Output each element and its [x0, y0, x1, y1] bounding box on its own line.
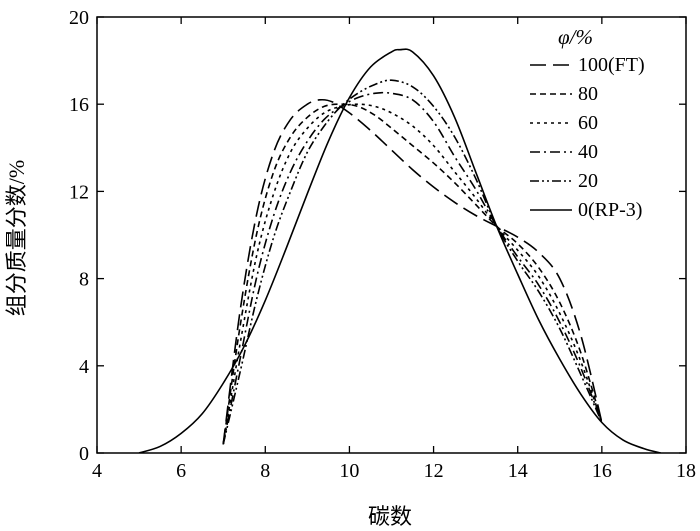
x-tick-label: 8	[260, 460, 270, 482]
legend-label-5: 20	[578, 170, 598, 192]
y-axis-title: 组分质量分数/%	[4, 160, 29, 316]
x-axis-title: 碳数	[368, 504, 412, 529]
x-tick-label: 14	[508, 460, 528, 482]
legend-label-1: 100(FT)	[578, 54, 645, 76]
y-tick-label: 8	[79, 269, 89, 291]
series-line-6	[138, 48, 661, 453]
legend-label-2: 80	[578, 83, 598, 105]
legend-label-3: 60	[578, 112, 598, 134]
x-tick-label: 16	[592, 460, 612, 482]
x-tick-label: 18	[676, 460, 696, 482]
y-tick-label: 0	[79, 443, 89, 465]
x-tick-label: 12	[424, 460, 444, 482]
y-tick-label: 16	[69, 94, 89, 116]
legend-label-6: 0(RP-3)	[578, 199, 642, 221]
legend-label-4: 40	[578, 141, 598, 163]
y-tick-label: 4	[79, 356, 89, 378]
series-line-4	[222, 91, 603, 445]
series-line-3	[222, 103, 603, 445]
series-line-5	[222, 79, 603, 445]
x-tick-label: 10	[339, 460, 359, 482]
series-line-2	[222, 103, 603, 445]
y-tick-label: 20	[69, 7, 89, 29]
x-tick-label: 6	[176, 460, 186, 482]
x-tick-label: 4	[92, 460, 102, 482]
y-tick-label: 12	[69, 181, 89, 203]
legend-title: φ/%	[558, 25, 593, 49]
plot-frame	[96, 16, 687, 454]
series-line-1	[222, 98, 603, 445]
